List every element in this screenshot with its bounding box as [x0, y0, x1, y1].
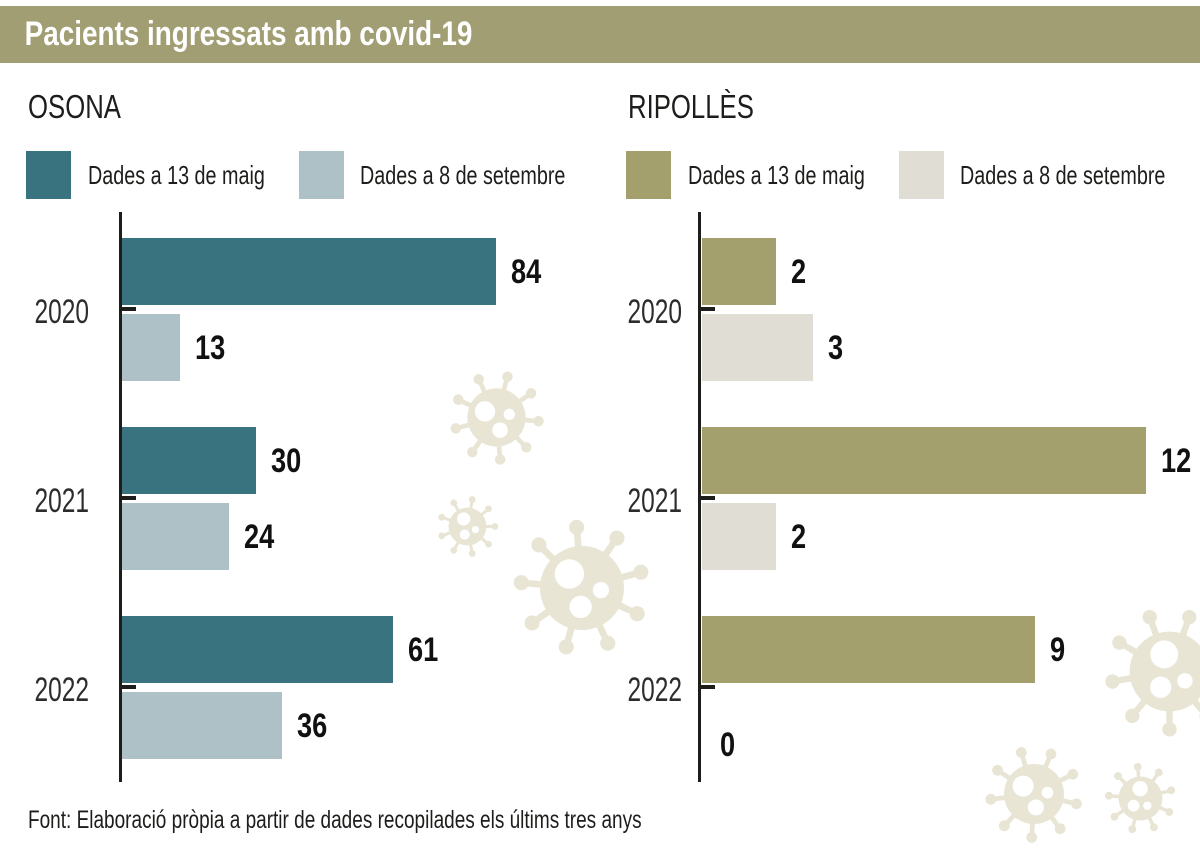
value-label: 24: [244, 518, 275, 556]
value-label: 61: [408, 631, 439, 669]
bar: [122, 238, 496, 305]
virus-icon: [975, 735, 1092, 852]
value-label: 84: [511, 253, 542, 291]
year-label: 2020: [627, 293, 682, 331]
legend-swatch: [299, 151, 344, 199]
bar: [702, 238, 776, 305]
bar: [702, 503, 776, 570]
bar: [702, 616, 1035, 683]
value-label: 13: [195, 329, 226, 367]
year-label: 2021: [627, 482, 682, 520]
chart-title: Pacients ingressats amb covid-19: [24, 15, 473, 53]
value-label: 30: [271, 442, 302, 480]
axis-tick: [698, 496, 715, 500]
year-label: 2021: [34, 482, 89, 520]
year-label: 2022: [34, 671, 89, 709]
legend-label: Dades a 13 de maig: [688, 160, 865, 190]
value-label: 9: [1050, 631, 1066, 669]
bar: [122, 314, 180, 381]
legend-label: Dades a 13 de maig: [88, 160, 265, 190]
virus-icon: [1090, 747, 1191, 849]
value-label: 2: [791, 253, 807, 291]
virus-icon: [513, 519, 651, 657]
bar: [702, 427, 1146, 494]
axis-tick: [119, 307, 136, 311]
bar: [122, 616, 393, 683]
bar: [122, 427, 256, 494]
region-title: OSONA: [28, 88, 121, 125]
value-label: 36: [297, 707, 328, 745]
value-label: 3: [828, 329, 844, 367]
virus-icon: [429, 488, 506, 565]
bar: [122, 692, 282, 759]
source-note: Font: Elaboració pròpia a partir de dade…: [28, 806, 642, 834]
legend-label: Dades a 8 de setembre: [360, 160, 566, 190]
bar: [702, 314, 813, 381]
axis-tick: [119, 685, 136, 689]
axis-tick: [698, 685, 715, 689]
value-label: 12: [1161, 442, 1192, 480]
year-label: 2022: [627, 671, 682, 709]
virus-icon: [435, 356, 557, 479]
value-label: 0: [720, 726, 736, 764]
value-label: 2: [791, 518, 807, 556]
bar: [122, 503, 229, 570]
legend-label: Dades a 8 de setembre: [960, 160, 1166, 190]
axis-tick: [698, 307, 715, 311]
year-label: 2020: [34, 293, 89, 331]
axis-tick: [119, 496, 136, 500]
virus-icon: [1082, 584, 1200, 758]
title-bar: Pacients ingressats amb covid-19: [0, 6, 1200, 63]
region-title: RIPOLLÈS: [628, 88, 754, 125]
legend-swatch: [899, 151, 944, 199]
legend-swatch: [26, 151, 71, 199]
legend-swatch: [626, 151, 671, 199]
